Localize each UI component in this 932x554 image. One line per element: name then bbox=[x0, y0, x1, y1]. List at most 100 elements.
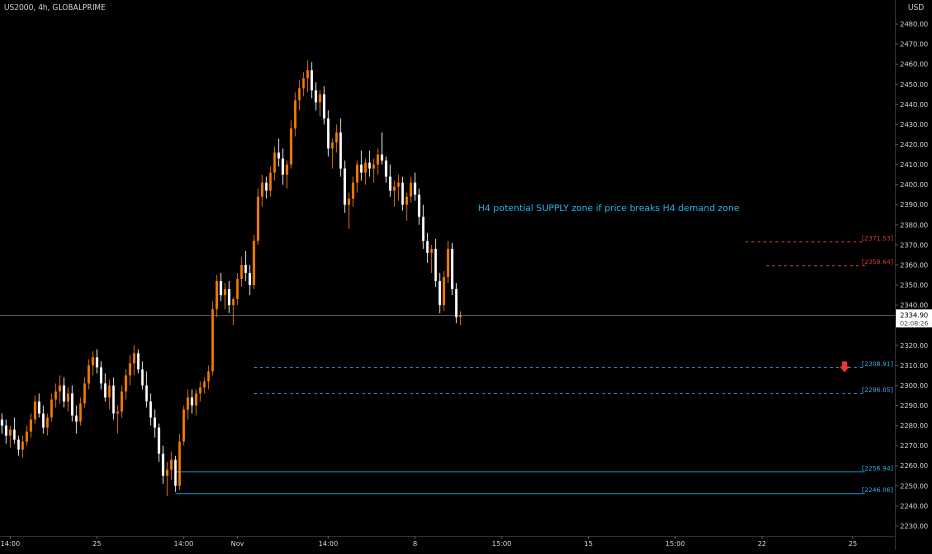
price-tick-label: 2410.00 bbox=[900, 161, 928, 169]
candle-bull bbox=[269, 172, 272, 191]
candle-bull bbox=[260, 182, 264, 197]
candle-bull bbox=[21, 441, 24, 450]
candle-bear bbox=[99, 367, 103, 384]
candle-bear bbox=[434, 248, 437, 282]
candle-bull bbox=[178, 441, 181, 486]
last-price-label: 2334.90 bbox=[900, 311, 928, 319]
candle-bull bbox=[294, 100, 297, 129]
candle-bull bbox=[170, 459, 173, 470]
candle-bull bbox=[355, 164, 359, 183]
price-axis[interactable]: 2230.00 2240.00 2250.00 2260.00 2270.00 2280.… bbox=[895, 0, 932, 550]
candle-bear bbox=[37, 401, 41, 414]
candle-bull bbox=[446, 248, 450, 278]
candle-bear bbox=[265, 182, 268, 191]
candle-bear bbox=[190, 397, 194, 406]
candle-bull bbox=[236, 279, 239, 300]
candle-bull bbox=[351, 182, 355, 199]
candle-bear bbox=[438, 281, 441, 306]
level-label: [2371.53] bbox=[862, 235, 893, 242]
last-price-tag bbox=[896, 309, 932, 328]
candle-bear bbox=[389, 176, 392, 191]
down-arrow-icon bbox=[839, 361, 850, 373]
price-tick-label: 2400.00 bbox=[900, 181, 928, 189]
candle-bull bbox=[29, 419, 33, 432]
candle-bull bbox=[116, 411, 119, 414]
time-tick-label: 25 bbox=[848, 540, 857, 548]
candle-bull bbox=[124, 375, 128, 392]
candle-bear bbox=[157, 427, 161, 454]
price-tick-label: 2440.00 bbox=[900, 101, 928, 109]
candle-bear bbox=[161, 453, 165, 476]
candle-bear bbox=[339, 132, 342, 169]
candle-bear bbox=[137, 353, 140, 370]
candle-bull bbox=[66, 393, 70, 402]
candle-bear bbox=[248, 272, 251, 286]
candle-bear bbox=[227, 289, 231, 306]
candle-bull bbox=[194, 393, 198, 406]
price-tick-label: 2370.00 bbox=[900, 241, 928, 249]
candle-bear bbox=[174, 459, 177, 486]
candle-bull bbox=[33, 401, 37, 420]
candle-bear bbox=[141, 369, 144, 386]
candle-bear bbox=[380, 154, 384, 161]
time-tick-label: 8 bbox=[413, 540, 417, 548]
price-tick-label: 2240.00 bbox=[900, 502, 928, 510]
candle-bear bbox=[455, 289, 458, 318]
candle-bear bbox=[0, 419, 4, 426]
candle-bear bbox=[71, 393, 74, 416]
candle-bull bbox=[211, 309, 214, 372]
candle-bear bbox=[277, 152, 280, 159]
overlay-layer bbox=[839, 361, 850, 373]
time-tick-label: 22 bbox=[758, 540, 767, 548]
price-tick-label: 2380.00 bbox=[900, 221, 928, 229]
candle-bull bbox=[393, 186, 396, 191]
level-label: [2308.91] bbox=[862, 361, 893, 368]
time-tick-label: 14:00 bbox=[174, 540, 194, 548]
candle-bull bbox=[128, 363, 132, 376]
candle-bull bbox=[364, 162, 367, 173]
time-tick-label: 14:00 bbox=[0, 540, 20, 548]
candle-bull bbox=[252, 240, 256, 286]
candle-bull bbox=[9, 429, 12, 436]
candle-bear bbox=[450, 248, 454, 290]
candle-bear bbox=[13, 429, 16, 440]
candle-bull bbox=[335, 132, 338, 143]
candle-bear bbox=[384, 160, 388, 177]
candle-bull bbox=[273, 152, 276, 173]
candle-bull bbox=[215, 281, 218, 310]
candle-bear bbox=[314, 90, 318, 103]
candle-bull bbox=[223, 289, 227, 296]
price-tick-label: 2310.00 bbox=[900, 362, 928, 370]
candle-bear bbox=[4, 425, 8, 436]
candle-bear bbox=[343, 168, 346, 205]
time-tick-label: 15:00 bbox=[492, 540, 512, 548]
price-tick-label: 2250.00 bbox=[900, 482, 928, 490]
candle-bear bbox=[42, 413, 45, 428]
candle-bull bbox=[46, 417, 49, 428]
time-axis[interactable]: 14:002514:00Nov14:00815:001515:002225Dec… bbox=[0, 536, 932, 548]
candle-bull bbox=[25, 431, 28, 442]
candle-bull bbox=[199, 387, 202, 394]
price-tick-label: 2430.00 bbox=[900, 121, 928, 129]
candle-bear bbox=[149, 401, 152, 418]
candle-bull bbox=[132, 353, 136, 364]
level-label: [2296.05] bbox=[862, 387, 893, 394]
price-tick-label: 2350.00 bbox=[900, 282, 928, 290]
candle-bull bbox=[166, 469, 169, 476]
candle-bull bbox=[405, 196, 408, 205]
candle-bull bbox=[91, 357, 95, 366]
candle-bear bbox=[413, 182, 417, 195]
candle-bear bbox=[401, 182, 404, 205]
candle-bear bbox=[281, 158, 285, 175]
candle-bull bbox=[289, 128, 293, 165]
price-tick-label: 2390.00 bbox=[900, 201, 928, 209]
candle-bull bbox=[54, 391, 57, 400]
time-tick-label: 15 bbox=[584, 540, 593, 548]
price-tick-label: 2270.00 bbox=[900, 442, 928, 450]
countdown-label: 02:08:26 bbox=[900, 320, 928, 327]
annotation-text: H4 potential SUPPLY zone if price breaks… bbox=[478, 204, 740, 214]
candle-bull bbox=[397, 182, 400, 187]
candle-bull bbox=[318, 94, 322, 103]
